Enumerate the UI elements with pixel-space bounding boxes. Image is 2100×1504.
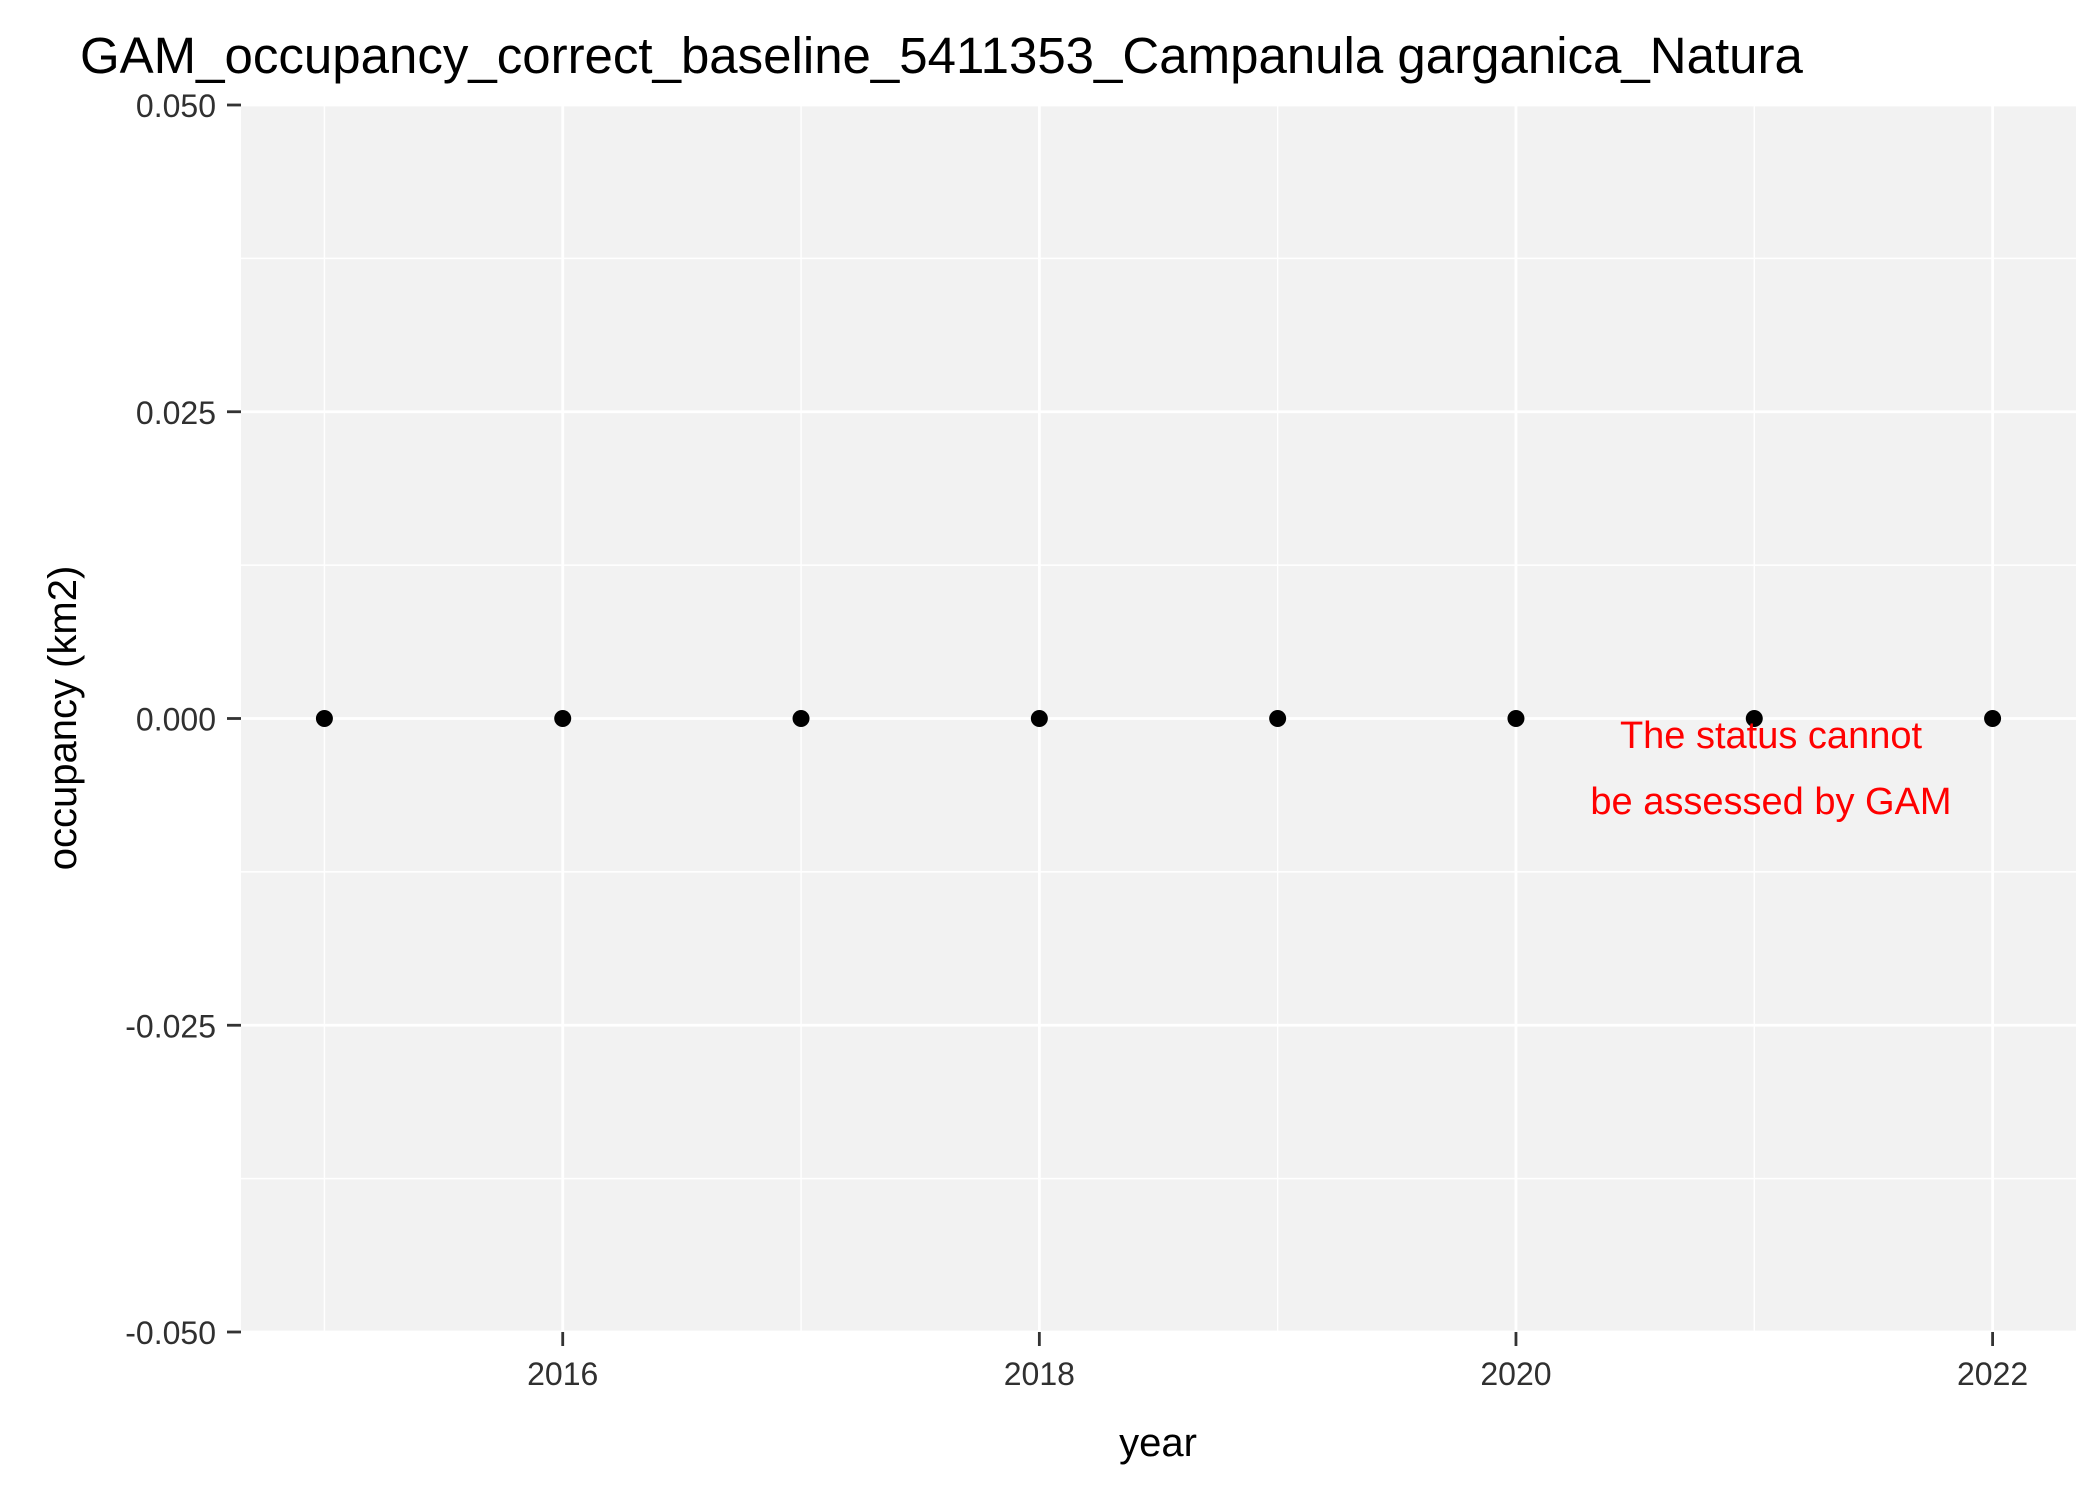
y-tick-label: -0.025: [125, 1008, 216, 1044]
data-points: [315, 710, 2002, 727]
x-axis: 2016 2018 2020 2022: [527, 1332, 2028, 1392]
data-point: [315, 710, 333, 727]
data-point: [792, 710, 810, 727]
x-tick-label: 2016: [527, 1356, 598, 1392]
y-tick-label: 0.025: [136, 395, 216, 431]
annotation-line: The status cannot: [1620, 715, 1923, 757]
annotation: The status cannot be assessed by GAM: [1590, 715, 1951, 823]
y-tick-label: -0.050: [125, 1315, 216, 1351]
annotation-line: be assessed by GAM: [1590, 781, 1951, 823]
x-tick-label: 2022: [1957, 1356, 2028, 1392]
x-axis-label: year: [1119, 1421, 1197, 1465]
y-tick-label: 0.000: [136, 702, 216, 738]
chart-title: GAM_occupancy_correct_baseline_5411353_C…: [80, 27, 1803, 84]
data-point: [1984, 710, 2002, 727]
data-point: [1507, 710, 1525, 727]
y-axis: -0.050 -0.025 0.000 0.025 0.050: [125, 88, 241, 1351]
y-tick-label: 0.050: [136, 88, 216, 124]
x-tick-label: 2020: [1480, 1356, 1551, 1392]
data-point: [1030, 710, 1048, 727]
data-point: [1745, 710, 1763, 727]
y-axis-label: occupancy (km2): [41, 566, 85, 871]
data-point: [1269, 710, 1287, 727]
data-point: [554, 710, 572, 727]
x-tick-label: 2018: [1004, 1356, 1075, 1392]
